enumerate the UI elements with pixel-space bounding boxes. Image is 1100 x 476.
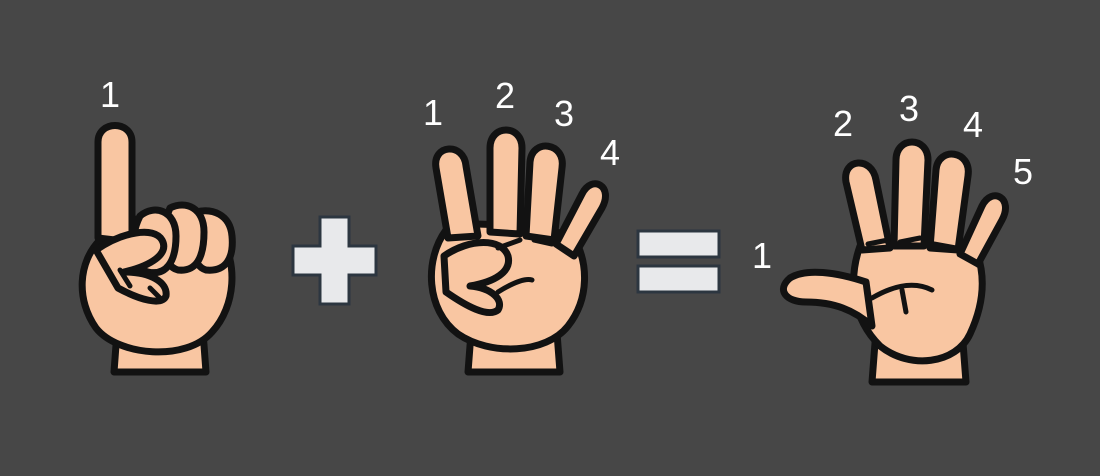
plus-sign-icon [291,215,378,306]
middle-hand-finger-label-4: 4 [600,132,620,173]
middle-hand-finger-label-3: 3 [554,93,574,134]
result-hand-labels: 1 2 3 4 5 [752,88,1033,276]
middle-hand-finger-label-1: 1 [423,92,443,133]
result-hand-finger-label-5: 5 [1013,151,1033,192]
left-hand-finger-label-1: 1 [100,74,120,115]
four-finger-hand-illustration [427,126,609,376]
result-hand-finger-label-2: 2 [833,103,853,144]
one-finger-hand-illustration [78,122,236,376]
five-finger-hand-illustration [780,138,1009,386]
result-hand-finger-label-3: 3 [899,88,919,129]
left-hand-labels: 1 [100,74,120,115]
result-hand-finger-label-1: 1 [752,235,772,276]
middle-hand-labels: 1 2 3 4 [423,75,620,173]
middle-hand-finger-label-2: 2 [495,75,515,116]
equals-sign-icon [636,229,721,294]
result-hand-finger-label-4: 4 [963,104,983,145]
